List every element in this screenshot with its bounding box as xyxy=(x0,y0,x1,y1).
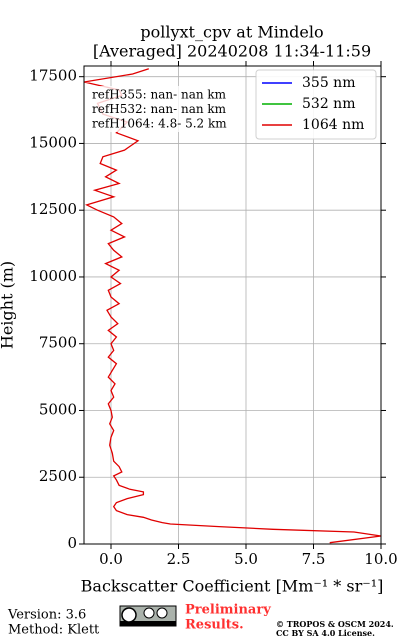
x-tick-label: 10.0 xyxy=(364,550,397,568)
copyright: CC BY SA 4.0 License. xyxy=(276,628,375,638)
annotation-box xyxy=(88,86,238,132)
y-tick-label: 10000 xyxy=(29,267,77,285)
y-tick-label: 17500 xyxy=(29,67,77,85)
y-tick-label: 7500 xyxy=(39,334,77,352)
y-axis-label: Height (m) xyxy=(0,261,17,349)
x-tick-label: 0.0 xyxy=(99,550,123,568)
chart-title: pollyxt_cpv at Mindelo xyxy=(140,23,323,42)
legend-label: 355 nm xyxy=(302,75,355,91)
method: Method: Klett xyxy=(8,623,100,638)
y-tick-label: 0 xyxy=(67,534,77,552)
copyright: © TROPOS & OSCM 2024. xyxy=(276,619,394,629)
notice: Results. xyxy=(185,618,244,633)
x-tick-label: 2.5 xyxy=(167,550,191,568)
legend-label: 1064 nm xyxy=(302,117,364,133)
line xyxy=(84,68,381,544)
cc-logo xyxy=(119,605,177,627)
annotation: refH1064: 4.8- 5.2 km xyxy=(92,117,227,131)
lines xyxy=(84,68,381,544)
legend-label: 532 nm xyxy=(302,96,355,112)
x-tick-label: 5.0 xyxy=(234,550,258,568)
y-tick-label: 5000 xyxy=(39,400,77,418)
chart-subtitle: [Averaged] 20240208 11:34-11:59 xyxy=(93,42,371,61)
version: Version: 3.6 xyxy=(7,608,86,623)
plot-frame xyxy=(83,65,382,545)
y-tick-label: 12500 xyxy=(29,200,77,218)
y-tick-label: 15000 xyxy=(29,133,77,151)
legend xyxy=(255,69,377,140)
annotation: refH355: nan- nan km xyxy=(92,88,227,102)
x-axis-label: Backscatter Coefficient [Mm⁻¹ * sr⁻¹] xyxy=(81,577,384,596)
x-tick-label: 7.5 xyxy=(302,550,326,568)
annotation: refH532: nan- nan km xyxy=(92,102,227,116)
notice: Preliminary xyxy=(185,603,271,618)
y-tick-label: 2500 xyxy=(39,467,77,485)
